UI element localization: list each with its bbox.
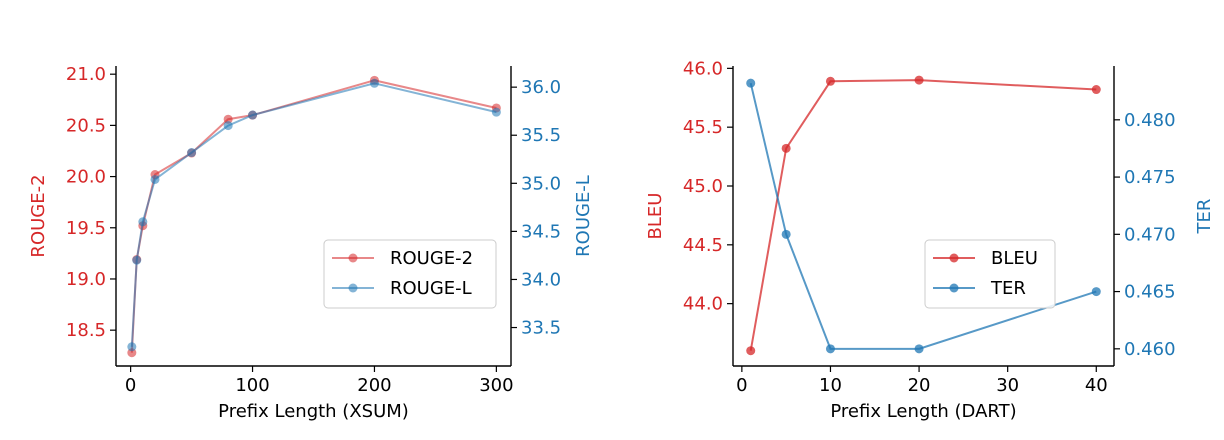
x-tick-label: 0 <box>125 375 136 396</box>
y-right-tick-label: 0.480 <box>1124 110 1176 131</box>
y-right-tick-label: 35.5 <box>521 125 561 146</box>
legend-label: TER <box>990 278 1026 299</box>
x-tick-label: 200 <box>357 375 391 396</box>
series-line-rouge-2 <box>130 79 497 353</box>
data-point-rouge-l <box>150 174 160 184</box>
data-point-ter <box>1091 287 1101 297</box>
y-left-axis-label: ROUGE-2 <box>28 174 49 257</box>
y-left-tick-label: 19.0 <box>66 269 106 290</box>
x-tick-label: 10 <box>819 375 842 396</box>
data-point-rouge-l <box>127 342 137 352</box>
data-point-rouge-l <box>187 148 197 158</box>
x-tick-label: 40 <box>1085 375 1108 396</box>
y-left-tick-label: 20.5 <box>66 115 106 136</box>
series-line-bleu <box>749 79 1097 351</box>
y-left-tick-label: 45.0 <box>683 176 723 197</box>
data-point-bleu <box>781 143 791 153</box>
y-right-tick-label: 35.0 <box>521 173 561 194</box>
legend-marker <box>949 253 959 263</box>
y-right-tick-label: 34.5 <box>521 221 561 242</box>
y-left-tick-label: 19.5 <box>66 218 106 239</box>
y-right-tick-label: 0.460 <box>1124 339 1176 360</box>
data-point-rouge-l <box>491 107 501 117</box>
y-right-tick-label: 0.475 <box>1124 167 1176 188</box>
data-point-rouge-l <box>132 255 142 265</box>
data-point-rouge-l <box>138 217 148 227</box>
y-right-tick-label: 0.470 <box>1124 224 1176 245</box>
y-right-axis-label: TER <box>1194 199 1215 235</box>
data-point-bleu <box>914 75 924 85</box>
data-point-ter <box>746 78 756 88</box>
y-right-tick-label: 36.0 <box>521 77 561 98</box>
data-point-rouge-l <box>223 121 233 131</box>
y-left-tick-label: 45.5 <box>683 117 723 138</box>
y-left-tick-label: 44.0 <box>683 294 723 315</box>
y-left-tick-label: 44.5 <box>683 235 723 256</box>
data-point-rouge-l <box>369 78 379 88</box>
x-tick-label: 30 <box>996 375 1019 396</box>
x-axis-label: Prefix Length (XSUM) <box>218 401 409 422</box>
legend-marker <box>949 283 959 293</box>
x-tick-label: 20 <box>908 375 931 396</box>
x-tick-label: 100 <box>235 375 269 396</box>
legend-marker <box>348 253 358 263</box>
y-right-tick-label: 0.465 <box>1124 282 1176 303</box>
chart-xsum: 0 100 200 300 18.5 19.0 19.5 20.0 20.5 21.0 33.5 34… <box>28 64 594 422</box>
y-right-tick-label: 34.0 <box>521 269 561 290</box>
y-left-tick-label: 21.0 <box>66 64 106 85</box>
y-left-tick-label: 46.0 <box>683 58 723 79</box>
legend-label: ROUGE-2 <box>390 248 473 269</box>
data-point-ter <box>781 229 791 239</box>
data-point-bleu <box>825 76 835 86</box>
legend-label: BLEU <box>991 248 1038 269</box>
legend-label: ROUGE-L <box>390 278 472 299</box>
data-point-ter <box>825 344 835 354</box>
y-left-tick-label: 18.5 <box>66 320 106 341</box>
data-point-rouge-l <box>248 110 258 120</box>
data-point-rouge-2 <box>223 114 233 124</box>
y-right-tick-label: 33.5 <box>521 318 561 339</box>
x-tick-label: 0 <box>736 375 747 396</box>
x-axis-label: Prefix Length (DART) <box>830 401 1016 422</box>
y-left-axis-label: BLEU <box>645 193 666 240</box>
y-left-tick-label: 20.0 <box>66 167 106 188</box>
y-right-axis-label: ROUGE-L <box>573 175 594 257</box>
x-tick-label: 300 <box>479 375 513 396</box>
legend-marker <box>348 283 358 293</box>
chart-dart: 0 10 20 30 40 44.0 44.5 45.0 45.5 46.0 0.460 0.465 0… <box>645 58 1215 422</box>
data-point-bleu <box>1091 85 1101 95</box>
data-point-bleu <box>746 346 756 356</box>
data-point-ter <box>914 344 924 354</box>
